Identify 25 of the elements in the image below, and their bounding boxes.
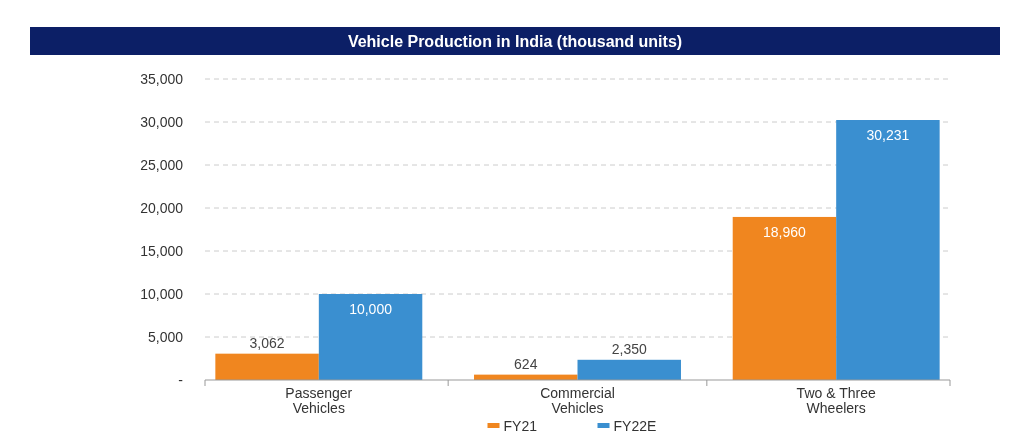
y-tick-label: 25,000 (140, 157, 184, 173)
x-tick-label: Two & Three Wheelers (796, 385, 876, 416)
data-label: 624 (514, 355, 538, 372)
legend-label: FY22E (613, 418, 657, 434)
y-tick-label: 30,000 (140, 114, 184, 130)
x-tick-label: Passenger Vehicles (285, 385, 353, 416)
y-tick-label: - (178, 372, 184, 388)
data-label: 2,350 (611, 340, 647, 357)
data-label: 10,000 (349, 301, 393, 317)
chart-title: Vehicle Production in India (thousand units) (347, 33, 683, 50)
y-tick-label: 35,000 (140, 71, 184, 87)
y-tick-label: 10,000 (140, 286, 184, 302)
data-label: 18,960 (763, 223, 807, 240)
data-label: 30,231 (866, 127, 910, 144)
y-tick-label: 5,000 (147, 329, 184, 345)
bar (577, 359, 681, 380)
data-label: 3,062 (249, 334, 285, 351)
bar (318, 294, 423, 380)
y-tick-label: 15,000 (140, 243, 184, 259)
legend-label: FY21 (503, 418, 538, 434)
x-tick-label: Commercial Vehicles (540, 385, 615, 416)
bar (836, 120, 940, 380)
bar (732, 216, 837, 380)
y-tick-label: 20,000 (140, 200, 184, 216)
bar (215, 353, 319, 380)
